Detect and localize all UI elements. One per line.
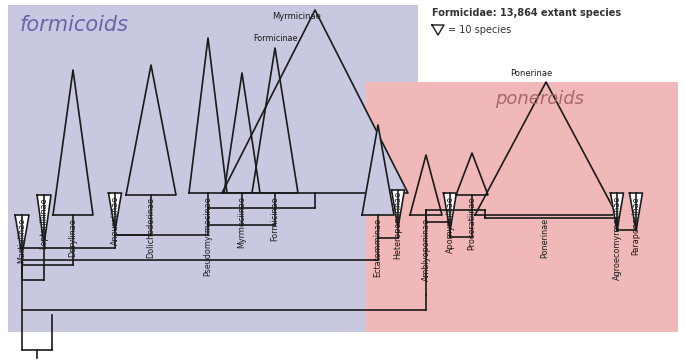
Polygon shape bbox=[392, 190, 405, 228]
Polygon shape bbox=[252, 48, 298, 193]
Polygon shape bbox=[126, 65, 176, 195]
Polygon shape bbox=[224, 73, 260, 193]
Polygon shape bbox=[37, 195, 51, 245]
Text: Ponerinae: Ponerinae bbox=[510, 69, 552, 78]
Polygon shape bbox=[189, 38, 227, 193]
Text: Martialinae: Martialinae bbox=[18, 218, 27, 263]
Polygon shape bbox=[475, 82, 617, 215]
Polygon shape bbox=[443, 193, 456, 231]
Text: Formicinae: Formicinae bbox=[271, 196, 279, 240]
Text: Heteroponerinae: Heteroponerinae bbox=[393, 191, 403, 259]
Bar bbox=[8, 5, 418, 332]
Text: Leptanillinae: Leptanillinae bbox=[40, 197, 49, 248]
Polygon shape bbox=[456, 153, 488, 195]
Text: Formicinae: Formicinae bbox=[253, 34, 297, 43]
Text: Formicidae: 13,864 extant species: Formicidae: 13,864 extant species bbox=[432, 8, 621, 18]
Text: Agroecomyrmecinae: Agroecomyrmecinae bbox=[612, 196, 621, 280]
Text: Aneuretinae: Aneuretinae bbox=[110, 196, 119, 245]
Text: Apomyrminae: Apomyrminae bbox=[445, 196, 455, 253]
Text: Ectatomminae: Ectatomminae bbox=[373, 218, 382, 277]
Text: Ponerinae: Ponerinae bbox=[540, 218, 549, 258]
Text: Proceratiinae: Proceratiinae bbox=[467, 197, 477, 250]
Polygon shape bbox=[630, 193, 643, 231]
Polygon shape bbox=[410, 155, 442, 215]
Polygon shape bbox=[610, 193, 623, 231]
Polygon shape bbox=[222, 10, 408, 193]
Text: Myrmicinae: Myrmicinae bbox=[272, 12, 321, 21]
Text: Amblyoponinae: Amblyoponinae bbox=[421, 218, 430, 281]
Polygon shape bbox=[15, 215, 29, 255]
Text: poneroids: poneroids bbox=[495, 90, 584, 108]
Polygon shape bbox=[53, 70, 93, 215]
Text: Dolichoderinae: Dolichoderinae bbox=[147, 197, 155, 258]
Text: formicoids: formicoids bbox=[20, 15, 129, 35]
Polygon shape bbox=[108, 193, 121, 231]
Polygon shape bbox=[362, 125, 394, 215]
Bar bbox=[366, 82, 678, 332]
Text: Dorylinae: Dorylinae bbox=[68, 218, 77, 257]
Text: = 10 species: = 10 species bbox=[448, 25, 511, 35]
Text: Pseudomyrmecinae: Pseudomyrmecinae bbox=[203, 196, 212, 276]
Text: Myrmeciinae: Myrmeciinae bbox=[238, 196, 247, 248]
Text: Paraponerinae: Paraponerinae bbox=[632, 196, 640, 255]
